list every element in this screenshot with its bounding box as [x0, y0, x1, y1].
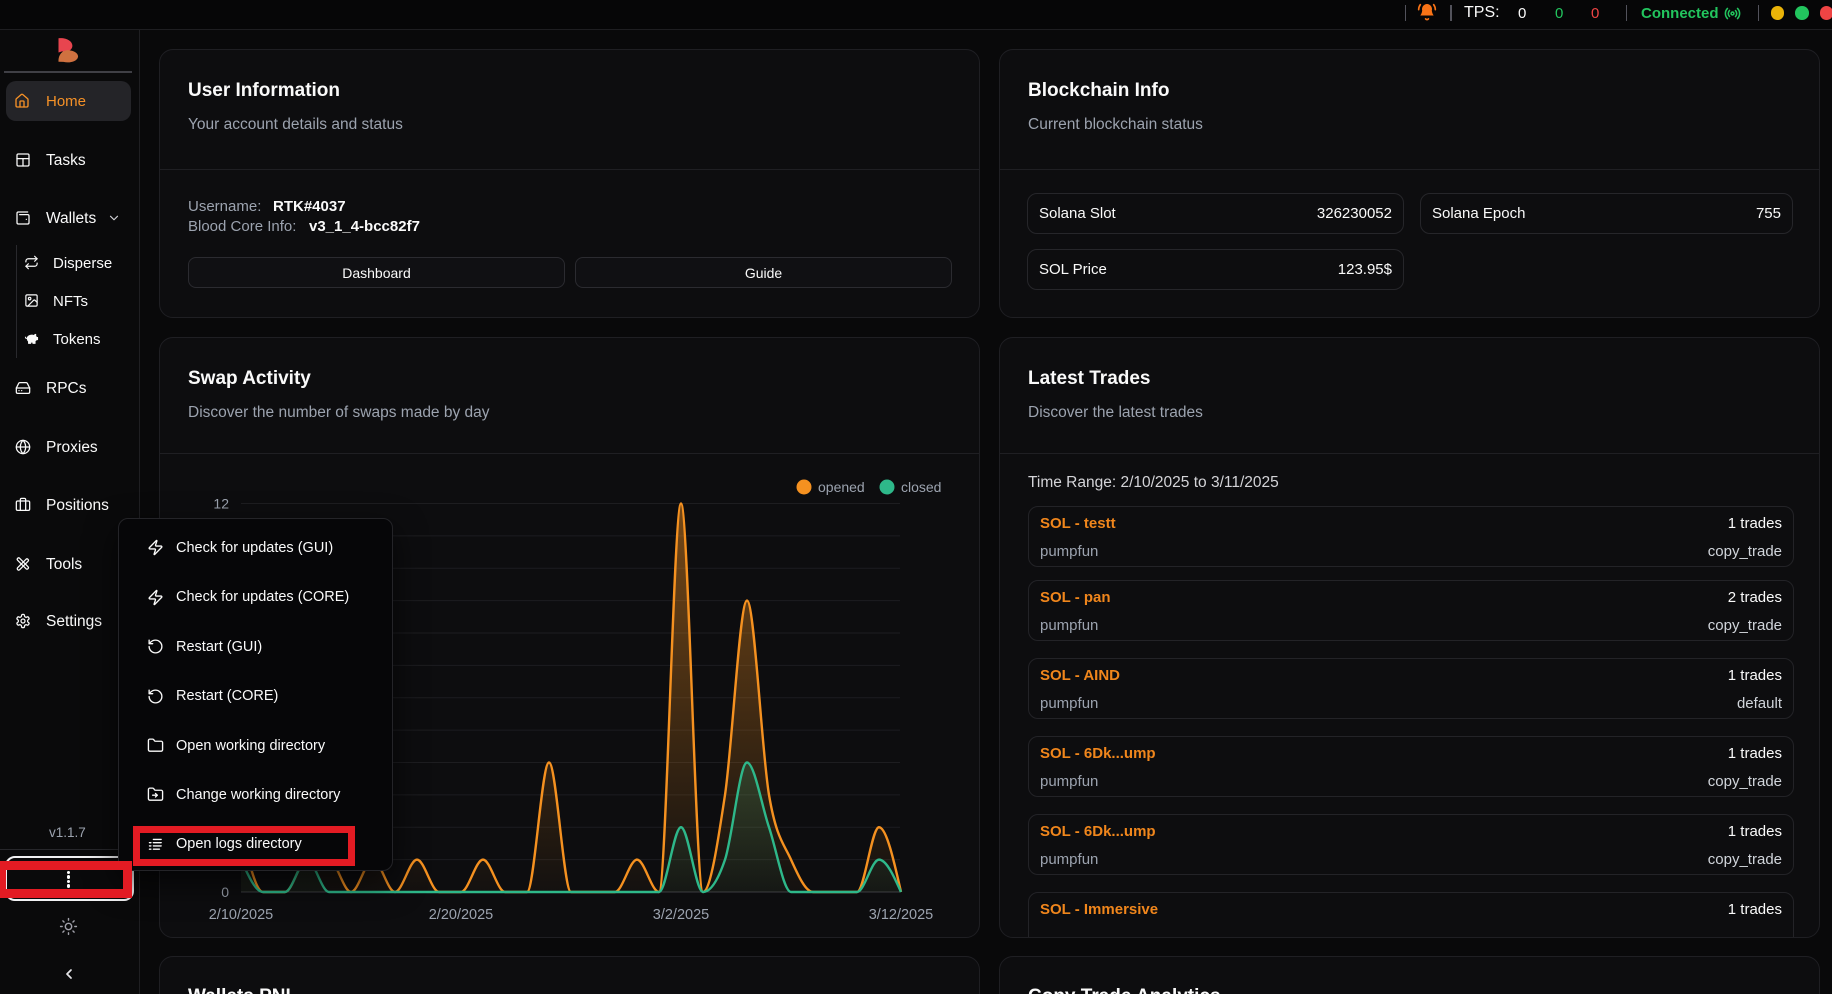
svg-text:3/12/2025: 3/12/2025 — [869, 907, 934, 923]
svg-text:2/20/2025: 2/20/2025 — [429, 907, 494, 923]
svg-text:opened: opened — [818, 479, 865, 495]
svg-text:3/2/2025: 3/2/2025 — [653, 907, 709, 923]
svg-text:0: 0 — [221, 884, 229, 900]
svg-text:12: 12 — [213, 496, 229, 512]
svg-text:2/10/2025: 2/10/2025 — [209, 907, 274, 923]
svg-text:closed: closed — [901, 479, 941, 495]
